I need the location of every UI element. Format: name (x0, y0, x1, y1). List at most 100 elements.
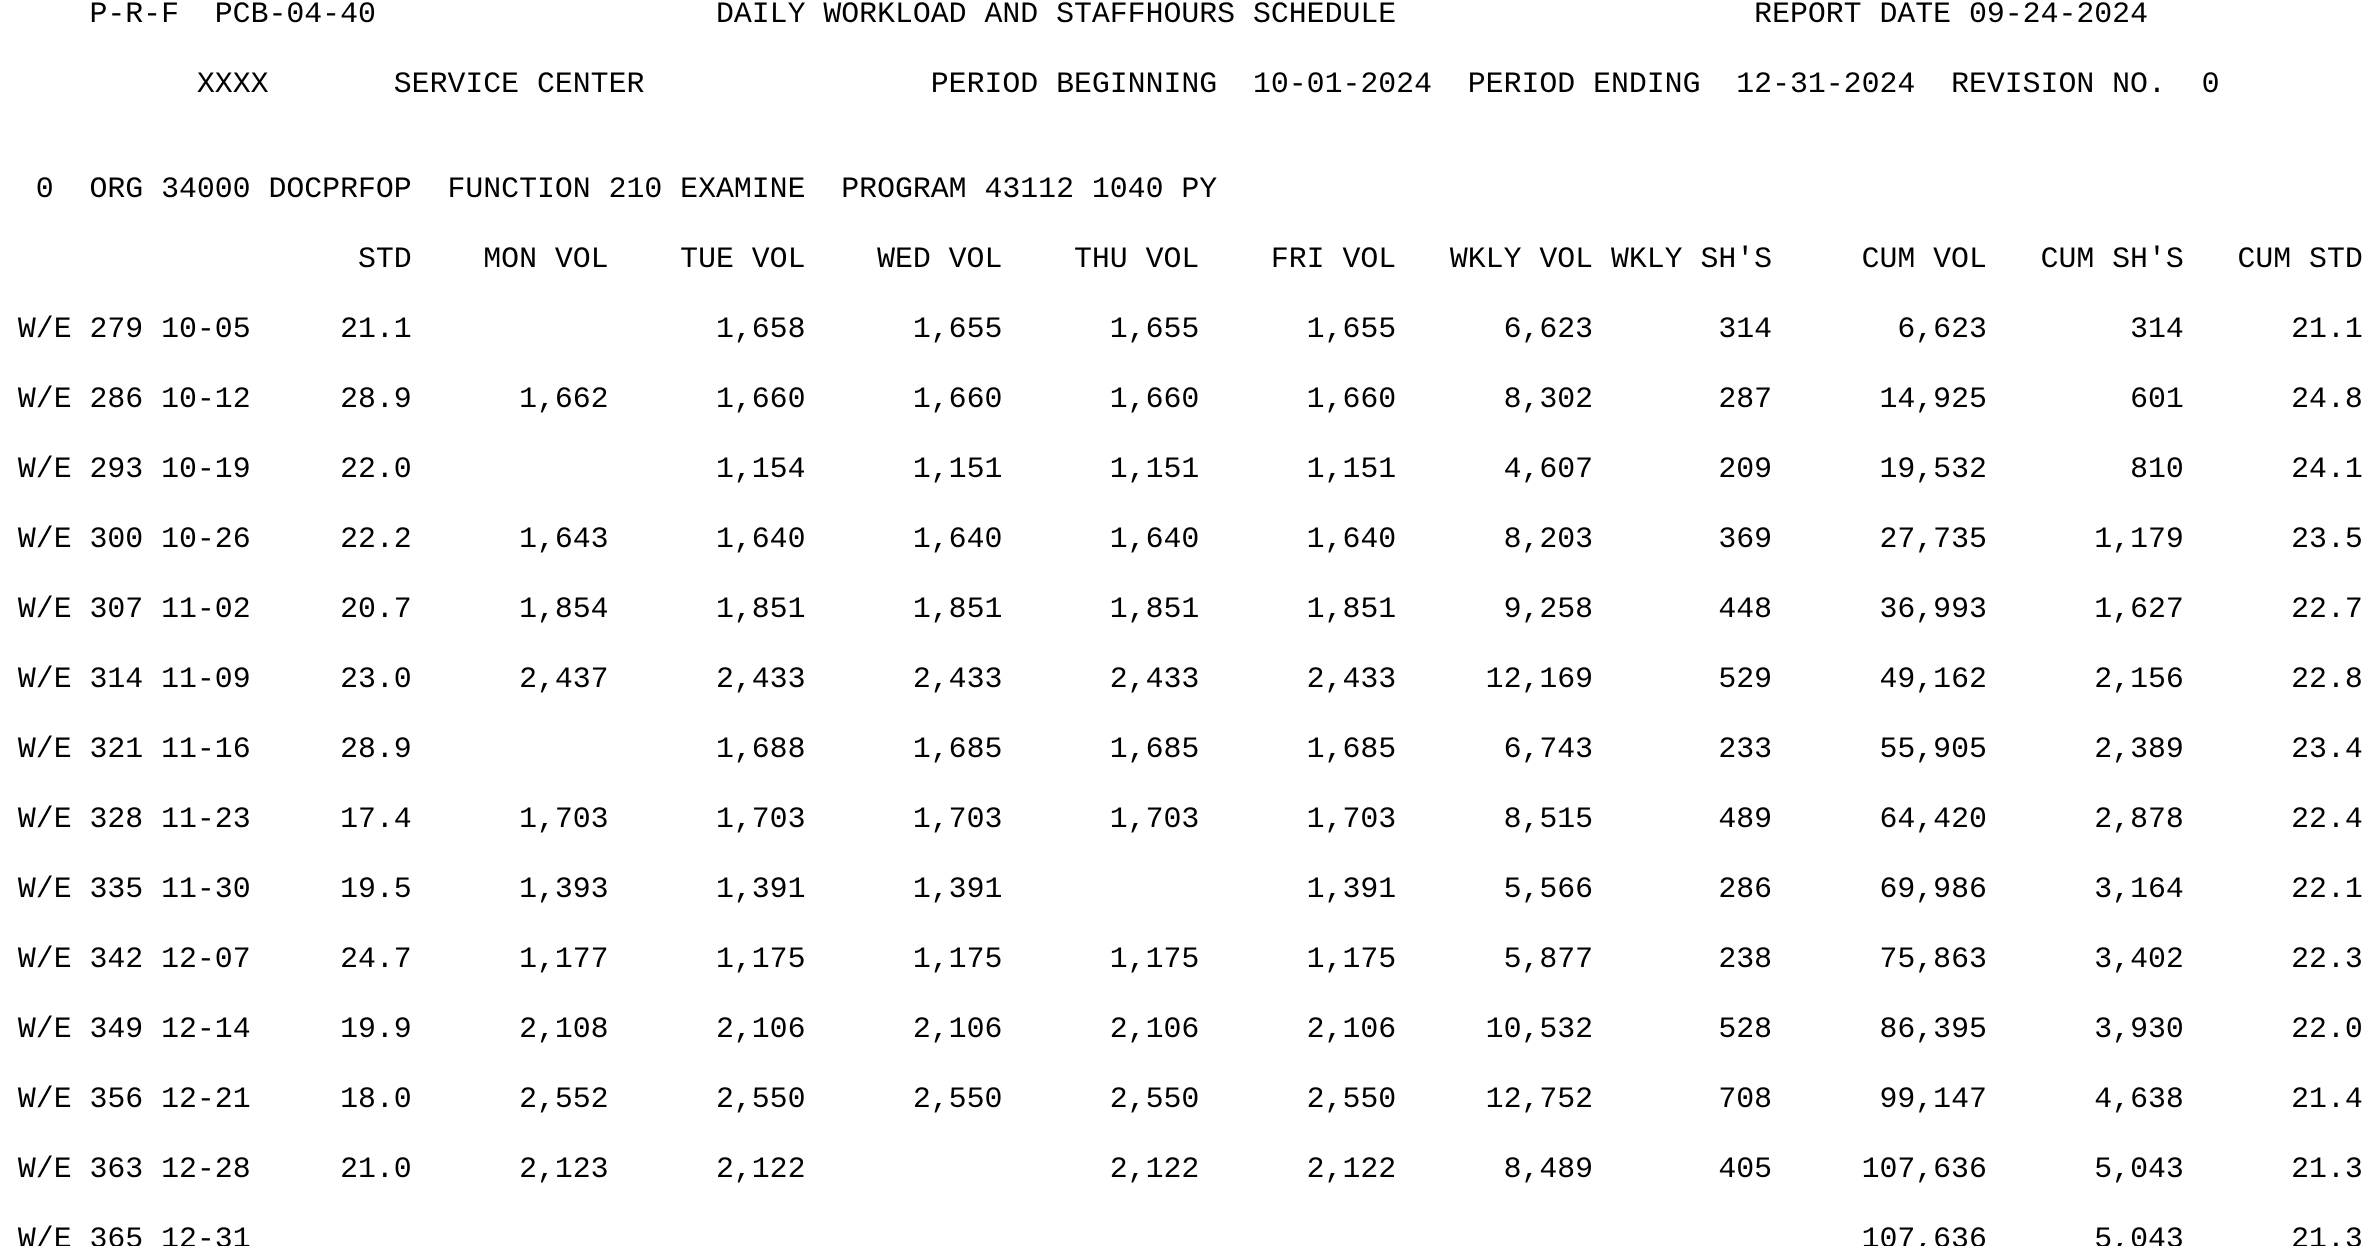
cell-mon: 1,703 (519, 802, 609, 836)
cell-std: 28.9 (340, 732, 412, 766)
cell-fri: 1,655 (1306, 312, 1397, 346)
cell-cum-vol: 19,532 (1879, 452, 1987, 486)
cell-cum-vol: 14,925 (1879, 382, 1987, 416)
cell-tue: 2,106 (715, 1012, 806, 1046)
cell-wed: 1,685 (912, 732, 1003, 766)
cell-cum-shs: 3,402 (2094, 942, 2184, 976)
cell-cum-shs: 3,164 (2094, 872, 2184, 906)
service-center-name: SERVICE CENTER (393, 67, 645, 101)
cell-tue: 1,660 (715, 382, 806, 416)
cell-thu: 1,655 (1109, 312, 1200, 346)
cell-cum-std: 22.8 (2291, 662, 2363, 696)
cell-cum-vol: 64,420 (1879, 802, 1987, 836)
cell-wed: 1,660 (912, 382, 1003, 416)
cell-wed: 2,106 (912, 1012, 1003, 1046)
cell-std: 23.0 (340, 662, 412, 696)
cell-wkly-shs: 529 (1718, 662, 1773, 696)
cell-cum-shs: 810 (2130, 452, 2184, 486)
schedule-row: W/E 365 12-31 107,636 5,043 21.3 (0, 1222, 2363, 1246)
cell-std: 21.1 (340, 312, 412, 346)
schedule-row: W/E 279 10-05 21.1 1,658 1,655 1,655 1,655 6,6… (0, 312, 2363, 347)
cell-cum-std: 23.4 (2291, 732, 2363, 766)
week-ending-label: W/E 349 12-14 (17, 1012, 251, 1046)
cell-cum-shs: 1,627 (2094, 592, 2184, 626)
cell-wkly-vol: 8,203 (1503, 522, 1594, 556)
cell-cum-std: 22.4 (2291, 802, 2363, 836)
cell-wkly-shs: 209 (1718, 452, 1773, 486)
cell-wkly-shs: 528 (1718, 1012, 1773, 1046)
report-id: P-R-F PCB-04-40 (89, 0, 376, 31)
col-header-fri: FRI VOL (1270, 242, 1397, 276)
col-header-cum-std: CUM STD (2237, 242, 2363, 276)
cell-wkly-shs: 369 (1718, 522, 1773, 556)
schedule-row: W/E 307 11-02 20.7 1,854 1,851 1,851 1,851 1,8… (0, 592, 2363, 627)
cell-fri: 2,106 (1306, 1012, 1397, 1046)
cell-wed: 2,433 (912, 662, 1003, 696)
week-ending-label: W/E 314 11-09 (17, 662, 251, 696)
cell-wkly-vol: 8,302 (1503, 382, 1594, 416)
cell-wed: 1,851 (912, 592, 1003, 626)
cell-std: 19.9 (340, 1012, 412, 1046)
week-ending-label: W/E 293 10-19 (17, 452, 251, 486)
column-header-row: STD MON VOL TUE VOL WED VOL THU VOL FRI VOL WK… (0, 242, 2363, 277)
cell-mon: 1,177 (519, 942, 609, 976)
cell-cum-vol: 27,735 (1879, 522, 1987, 556)
col-header-thu: THU VOL (1073, 242, 1200, 276)
report-header-line-2: XXXX SERVICE CENTER PERIOD BEGINNING 10-… (0, 67, 2363, 102)
cell-thu: 2,122 (1109, 1152, 1200, 1186)
cell-std: 22.2 (340, 522, 412, 556)
cell-wkly-shs: 405 (1718, 1152, 1773, 1186)
cell-tue: 1,851 (715, 592, 806, 626)
cell-wkly-vol: 5,566 (1503, 872, 1594, 906)
report-header-line-1: P-R-F PCB-04-40 DAILY WORKLOAD AND STAFF… (0, 0, 2363, 32)
week-ending-label: W/E 307 11-02 (17, 592, 251, 626)
week-ending-label: W/E 279 10-05 (17, 312, 251, 346)
cell-wkly-shs: 238 (1718, 942, 1773, 976)
cell-cum-shs: 314 (2130, 312, 2184, 346)
cell-wkly-vol: 5,877 (1503, 942, 1594, 976)
cell-tue: 1,640 (715, 522, 806, 556)
cell-cum-shs: 5,043 (2094, 1222, 2184, 1246)
cell-cum-vol: 6,623 (1897, 312, 1987, 346)
cell-wed: 1,175 (912, 942, 1003, 976)
program-segment: PROGRAM 43112 1040 PY (841, 172, 1218, 206)
org-segment: ORG 34000 DOCPRFOP (89, 172, 412, 206)
col-header-wkly-shs: WKLY SH'S (1610, 242, 1773, 276)
cell-cum-shs: 2,156 (2094, 662, 2184, 696)
cell-wed: 2,550 (912, 1082, 1003, 1116)
service-center-code: XXXX (196, 67, 269, 101)
schedule-row: W/E 293 10-19 22.0 1,154 1,151 1,151 1,151 4,6… (0, 452, 2363, 487)
cell-fri: 1,391 (1306, 872, 1397, 906)
cell-wkly-shs: 708 (1718, 1082, 1773, 1116)
week-ending-label: W/E 363 12-28 (17, 1152, 251, 1186)
cell-fri: 1,151 (1306, 452, 1397, 486)
cell-cum-shs: 2,389 (2094, 732, 2184, 766)
cell-thu: 1,851 (1109, 592, 1200, 626)
cell-cum-std: 21.4 (2291, 1082, 2363, 1116)
col-header-wed: WED VOL (877, 242, 1003, 276)
cell-cum-std: 22.3 (2291, 942, 2363, 976)
cell-wkly-vol: 6,623 (1503, 312, 1594, 346)
cell-cum-vol: 107,636 (1861, 1222, 1987, 1246)
week-ending-label: W/E 335 11-30 (17, 872, 251, 906)
cell-std: 24.7 (340, 942, 412, 976)
cell-std: 20.7 (340, 592, 412, 626)
col-header-mon: MON VOL (483, 242, 609, 276)
cell-fri: 1,640 (1306, 522, 1397, 556)
cell-wkly-vol: 8,489 (1503, 1152, 1594, 1186)
cell-thu: 1,151 (1109, 452, 1200, 486)
cell-tue: 1,658 (715, 312, 806, 346)
cell-wkly-vol: 12,752 (1485, 1082, 1594, 1116)
cell-tue: 1,703 (715, 802, 806, 836)
report-title: DAILY WORKLOAD AND STAFFHOURS SCHEDULE (715, 0, 1397, 31)
week-ending-label: W/E 321 11-16 (17, 732, 251, 766)
cell-wed: 1,391 (912, 872, 1003, 906)
cell-wed: 1,151 (912, 452, 1003, 486)
week-ending-label: W/E 356 12-21 (17, 1082, 251, 1116)
col-header-cum-vol: CUM VOL (1861, 242, 1987, 276)
cell-mon: 2,108 (519, 1012, 609, 1046)
cell-wkly-shs: 286 (1718, 872, 1773, 906)
cell-std: 22.0 (340, 452, 412, 486)
cell-cum-shs: 4,638 (2094, 1082, 2184, 1116)
